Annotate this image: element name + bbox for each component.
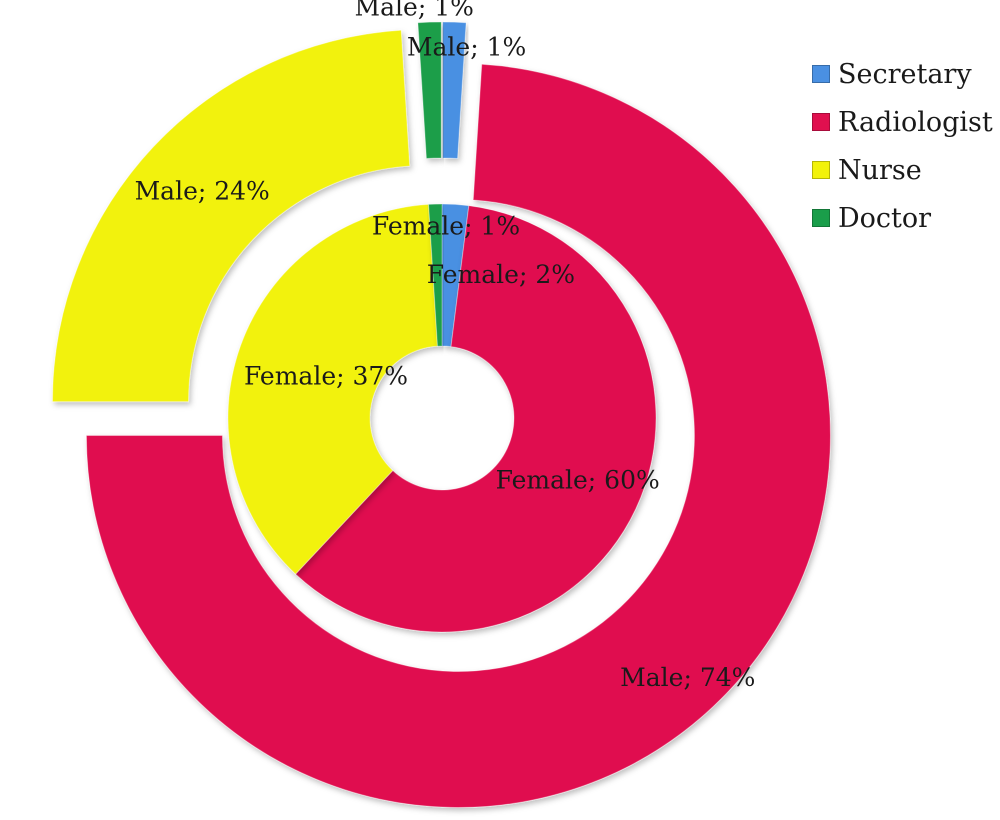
data-label-female-secretary: Female; 2% [427, 260, 575, 289]
slice-female-doctor [428, 203, 443, 347]
slice-male-nurse [51, 29, 411, 403]
legend-label-doctor: Doctor [838, 202, 932, 234]
data-label-female-radiologist: Female; 60% [496, 465, 660, 494]
legend-item-radiologist: Radiologist [812, 98, 993, 146]
slice-male-radiologist [85, 63, 831, 808]
legend-swatch-secretary [812, 65, 830, 83]
slice-female-nurse [227, 203, 439, 575]
slice-male-doctor [417, 21, 442, 160]
slice-female-radiologist [294, 205, 657, 633]
legend-label-secretary: Secretary [838, 58, 972, 90]
legend-swatch-doctor [812, 209, 830, 227]
data-label-male-radiologist: Male; 74% [620, 663, 755, 692]
data-label-female-doctor: Female; 1% [372, 212, 520, 241]
legend-label-radiologist: Radiologist [838, 106, 993, 138]
legend-swatch-nurse [812, 161, 830, 179]
legend-label-nurse: Nurse [838, 154, 922, 186]
data-label-male-doctor: Male; 1% [355, 0, 474, 22]
data-label-male-nurse: Male; 24% [135, 176, 270, 205]
chart-rings [51, 21, 831, 808]
data-label-male-secretary: Male; 1% [407, 33, 526, 62]
chart-legend: Secretary Radiologist Nurse Doctor [812, 50, 993, 242]
data-label-female-nurse: Female; 37% [244, 362, 408, 391]
legend-item-secretary: Secretary [812, 50, 993, 98]
legend-swatch-radiologist [812, 113, 830, 131]
legend-item-doctor: Doctor [812, 194, 993, 242]
slice-male-secretary [442, 21, 467, 160]
legend-item-nurse: Nurse [812, 146, 993, 194]
chart-data-labels: Female; 2% Female; 60% Female; 37% Female; … [135, 0, 756, 692]
